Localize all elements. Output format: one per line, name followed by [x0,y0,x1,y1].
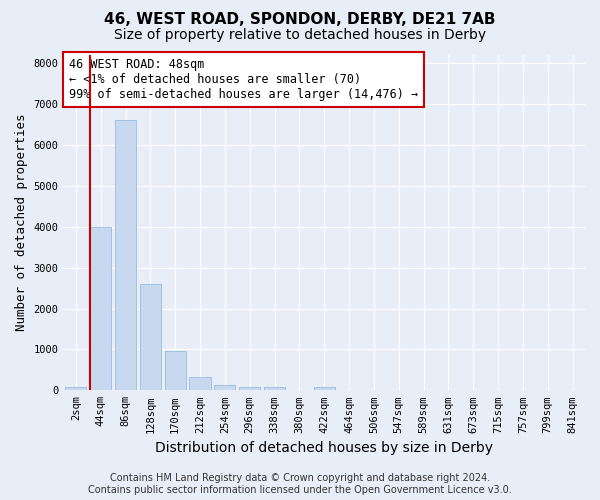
Bar [90,226,111,390]
Text: 46, WEST ROAD, SPONDON, DERBY, DE21 7AB: 46, WEST ROAD, SPONDON, DERBY, DE21 7AB [104,12,496,28]
Bar [140,284,161,391]
Y-axis label: Number of detached properties: Number of detached properties [15,114,28,332]
Bar [239,386,260,390]
Text: 46 WEST ROAD: 48sqm
← <1% of detached houses are smaller (70)
99% of semi-detach: 46 WEST ROAD: 48sqm ← <1% of detached ho… [68,58,418,102]
Bar [65,388,86,390]
Bar [264,388,285,390]
Text: Size of property relative to detached houses in Derby: Size of property relative to detached ho… [114,28,486,42]
Bar [115,120,136,390]
Bar [164,352,186,391]
Text: Contains HM Land Registry data © Crown copyright and database right 2024.
Contai: Contains HM Land Registry data © Crown c… [88,474,512,495]
Bar [214,385,235,390]
Bar [314,388,335,390]
X-axis label: Distribution of detached houses by size in Derby: Distribution of detached houses by size … [155,441,493,455]
Bar [190,377,211,390]
